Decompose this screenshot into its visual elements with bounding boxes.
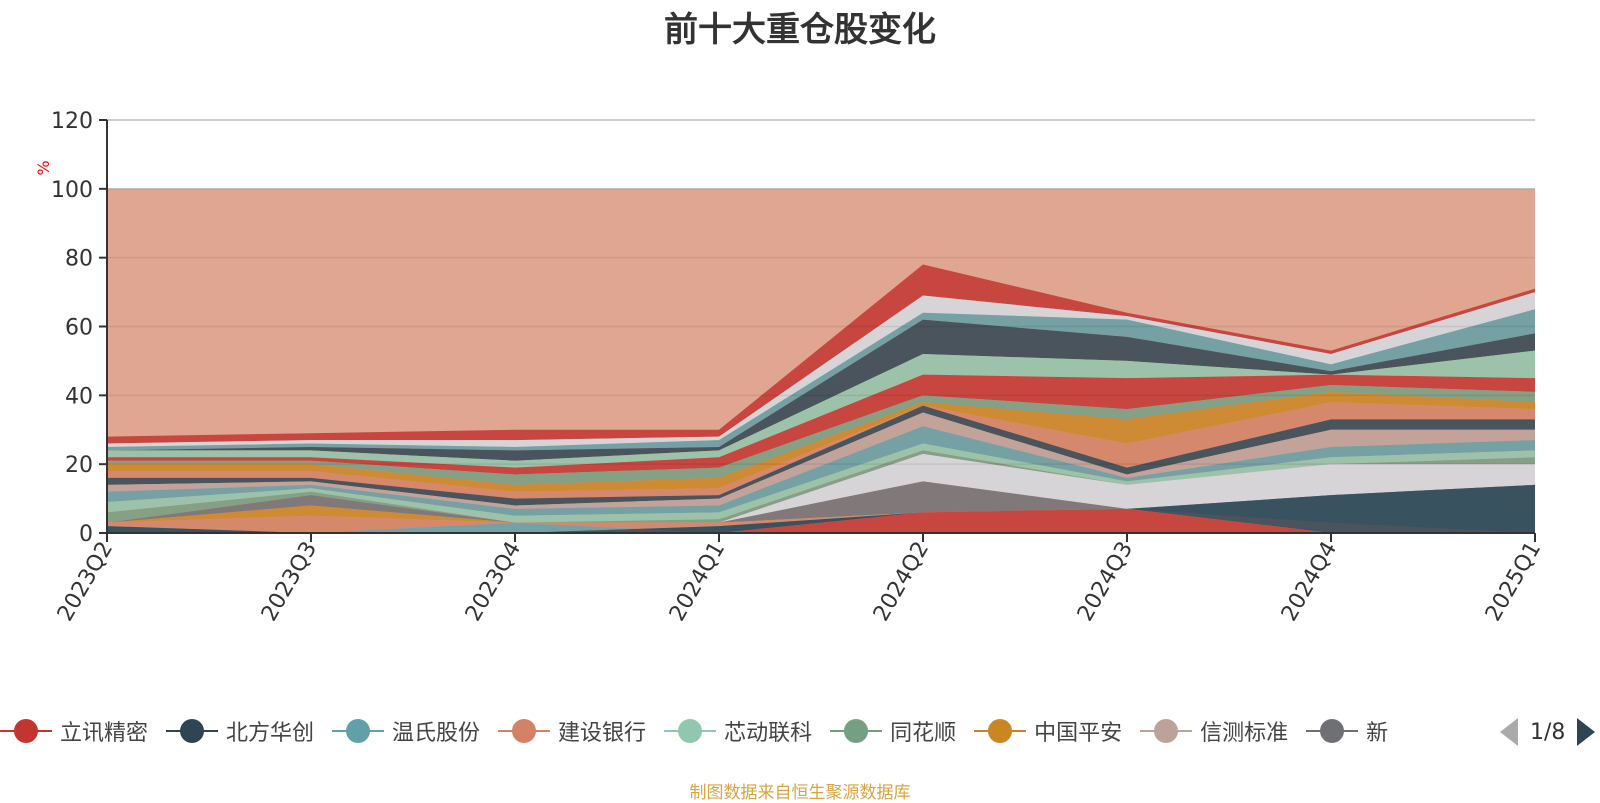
legend-label: 建设银行 [558,721,647,746]
area-band-1 [107,484,1535,533]
x-tick-label: 2023Q3 [257,538,322,626]
legend-item[interactable]: 中国平安 [974,715,1122,747]
y-tick-label: 0 [79,522,93,547]
x-tick-label: 2024Q4 [1277,538,1342,626]
area-band-12 [107,402,1535,499]
data-source-note: 制图数据来自恒生聚源数据库 [689,783,911,803]
y-tick-label: 40 [65,384,93,409]
area-band-8 [107,443,1535,523]
legend-item[interactable]: 芯动联科 [664,715,812,747]
x-tick-label: 2024Q1 [665,538,730,626]
legend: 立讯精密 北方华创 温氏股份 建设银行 芯动联科 同花顺 中国平安 信测标准 新 [0,715,1470,755]
legend-next-icon[interactable] [1577,718,1596,746]
x-tick-label: 2025Q1 [1481,538,1546,626]
chart-title: 前十大重仓股变化 [664,10,936,50]
y-axis-unit: % [34,160,53,175]
area-band-3 [107,495,1535,533]
legend-item[interactable]: 北方华创 [166,715,314,747]
y-tick-label: 20 [65,453,93,478]
area-band-13 [107,391,1535,492]
area-band-16 [107,350,1535,468]
area-band-9 [107,426,1535,516]
legend-page-info: 1/8 [1530,719,1566,745]
y-tick-label: 80 [65,247,93,272]
legend-label: 信测标准 [1200,721,1289,746]
legend-item[interactable]: 新 [1306,715,1388,747]
legend-label: 同花顺 [890,721,957,746]
legend-item[interactable]: 同花顺 [830,715,956,747]
legend-item[interactable]: 立讯精密 [0,715,148,747]
legend-pager: 1/8 [1500,716,1596,748]
area-band-20 [107,264,1535,444]
legend-marker-icon [498,716,551,746]
area-band-19 [107,292,1535,447]
x-tick-label: 2024Q3 [1073,538,1138,626]
legend-marker-icon [1140,716,1193,746]
y-tick-label: 100 [51,178,93,203]
area-band-15 [107,374,1535,475]
area-band-17 [107,319,1535,461]
legend-item[interactable]: 信测标准 [1140,715,1288,747]
area-band-10 [107,412,1535,509]
y-tick-label: 60 [65,316,93,341]
legend-marker-icon [1306,716,1359,746]
y-tick-label: 120 [51,109,93,134]
legend-label: 温氏股份 [392,721,481,746]
legend-prev-icon[interactable] [1500,718,1518,746]
area-band-6 [107,453,1535,523]
legend-item[interactable]: 建设银行 [498,715,646,747]
legend-label: 北方华创 [226,721,315,746]
area-band-7 [107,450,1535,523]
legend-label: 新 [1366,721,1389,746]
x-tick-label: 2023Q4 [461,538,526,626]
area-band-14 [107,385,1535,485]
legend-label: 中国平安 [1034,721,1123,746]
legend-marker-icon [0,716,52,746]
legend-marker-icon [166,716,219,746]
legend-marker-icon [974,716,1027,746]
area-band-18 [107,309,1535,451]
x-tick-label: 2024Q2 [869,538,934,626]
legend-label: 立讯精密 [60,721,149,746]
legend-marker-icon [664,716,717,746]
legend-label: 芯动联科 [724,721,813,746]
area-band-5 [107,481,1535,523]
legend-item[interactable]: 温氏股份 [332,715,480,747]
x-tick-label: 2023Q2 [53,538,118,626]
area-band-0 [107,508,1535,533]
legend-marker-icon [332,716,385,746]
legend-marker-icon [830,716,883,746]
